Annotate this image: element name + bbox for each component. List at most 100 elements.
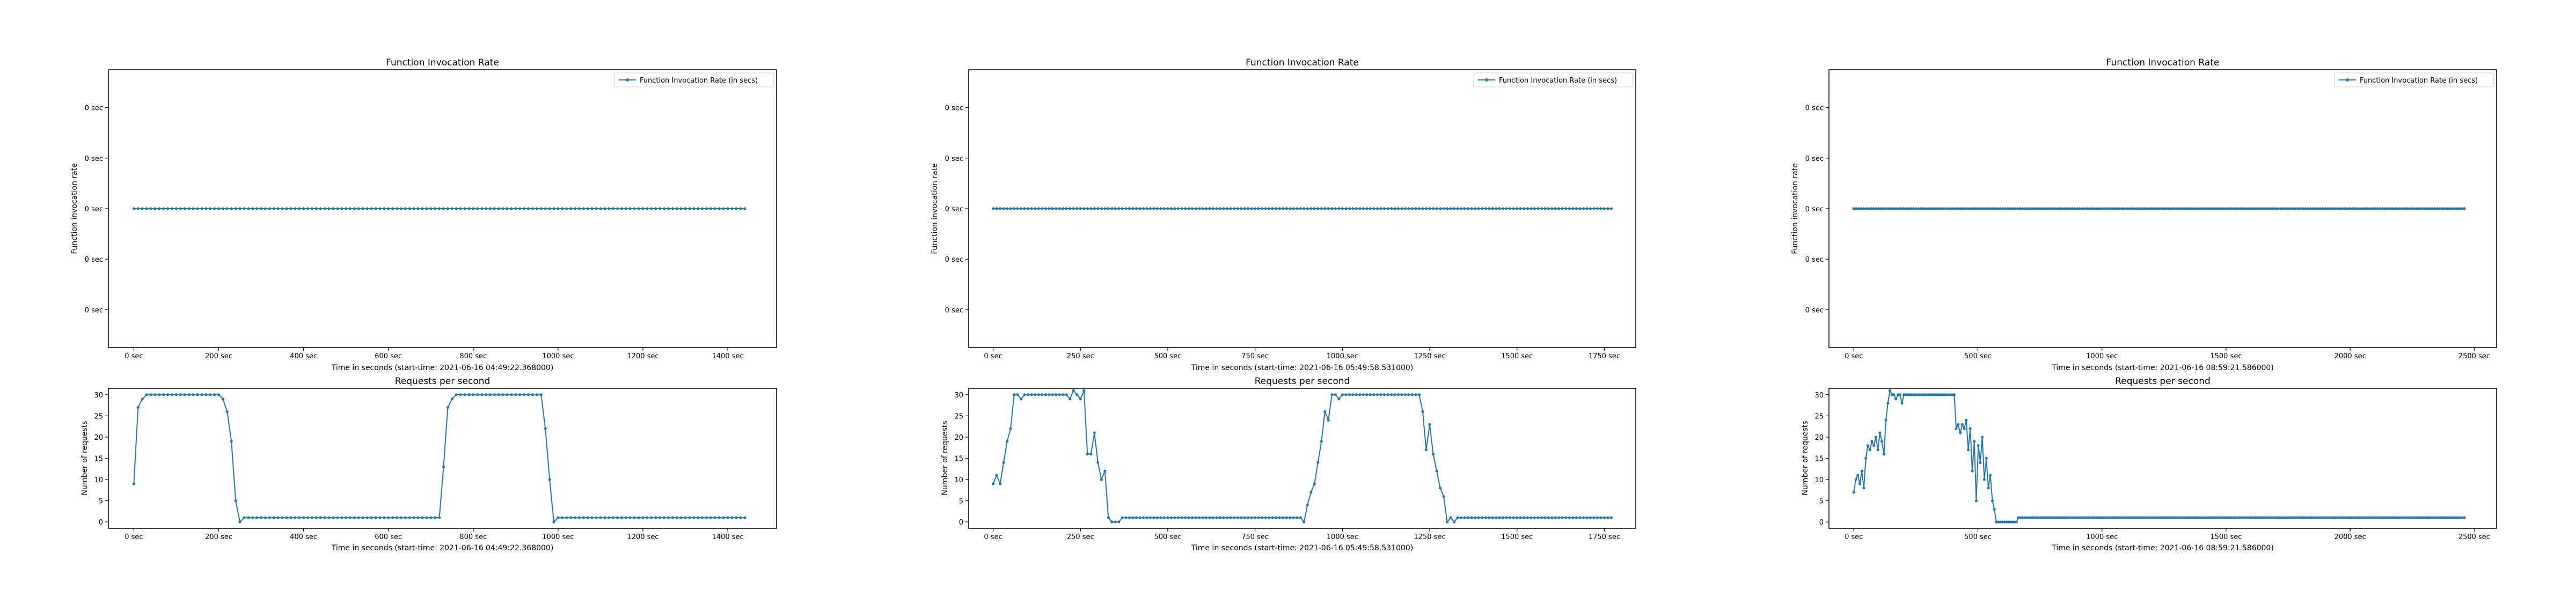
x-tick-label: 2500 sec [2458, 352, 2490, 360]
data-point [1966, 207, 1970, 210]
data-point [658, 516, 662, 519]
data-point [2182, 207, 2185, 210]
x-tick-label: 1400 sec [712, 352, 744, 360]
data-point [1877, 207, 1880, 210]
data-point [2033, 516, 2036, 519]
data-point [230, 207, 233, 210]
data-point [416, 516, 420, 519]
data-point [255, 516, 259, 519]
data-point [493, 207, 496, 210]
data-point [2413, 207, 2416, 210]
data-point [2431, 207, 2434, 210]
x-axis-label: Time in seconds (start-time: 2021-06-16 … [331, 364, 554, 372]
data-point [2414, 516, 2418, 519]
data-point [603, 207, 606, 210]
data-point [395, 207, 399, 210]
data-point [1389, 207, 1393, 210]
data-point [1944, 393, 1948, 396]
data-point [204, 207, 208, 210]
data-point [306, 516, 310, 519]
data-point [2098, 207, 2101, 210]
data-point [1894, 397, 1898, 401]
data-point [1187, 207, 1190, 210]
data-point [1512, 207, 1515, 210]
data-point [302, 207, 305, 210]
x-tick-label: 500 sec [1154, 533, 1182, 541]
data-point [2316, 516, 2319, 519]
data-point [2286, 516, 2289, 519]
data-point [992, 207, 995, 210]
data-point [684, 516, 687, 519]
data-point [1362, 393, 1365, 396]
data-point [1946, 393, 1950, 396]
data-point [2249, 207, 2252, 210]
data-point [1194, 516, 1197, 519]
data-point [2418, 207, 2421, 210]
data-point [1942, 207, 1945, 210]
data-point [1902, 207, 1905, 210]
data-point [1327, 418, 1330, 422]
data-point [1991, 207, 1994, 210]
data-point [1456, 207, 1459, 210]
data-point [357, 207, 361, 210]
x-axis-label: Time in seconds (start-time: 2021-06-16 … [2051, 544, 2274, 552]
data-point [1375, 207, 1379, 210]
data-point [577, 207, 581, 210]
data-point [1337, 207, 1341, 210]
x-tick-label: 1500 sec [2210, 533, 2242, 541]
data-point [1477, 207, 1480, 210]
data-point [472, 207, 475, 210]
data-point [1985, 456, 1988, 460]
data-point [2262, 207, 2265, 210]
data-point [2366, 516, 2369, 519]
legend-label: Function Invocation Rate (in secs) [2360, 77, 2478, 85]
data-point [213, 207, 216, 210]
data-point [739, 207, 742, 210]
data-point [2392, 516, 2396, 519]
data-point [421, 516, 424, 519]
data-point [1955, 427, 1958, 430]
data-point [1086, 453, 1089, 456]
data-point [493, 393, 496, 396]
data-point [2085, 516, 2088, 519]
data-point [2420, 207, 2424, 210]
data-point [1585, 207, 1589, 210]
x-tick-label: 800 sec [459, 352, 487, 360]
data-point [1543, 207, 1547, 210]
data-point [383, 516, 386, 519]
data-point [2461, 516, 2464, 519]
data-point [2391, 207, 2394, 210]
data-point [221, 397, 224, 401]
data-point [713, 207, 716, 210]
data-point [590, 516, 594, 519]
data-point [552, 520, 555, 523]
data-point [2049, 516, 2052, 519]
data-point [2268, 516, 2271, 519]
data-point [2190, 207, 2193, 210]
data-point [2458, 516, 2462, 519]
data-point [2182, 516, 2185, 519]
data-point [2125, 516, 2128, 519]
data-point [1176, 207, 1180, 210]
data-point [1979, 461, 1982, 464]
data-point [2276, 516, 2279, 519]
data-point [1358, 207, 1362, 210]
data-point [1264, 207, 1267, 210]
data-point [2204, 516, 2207, 519]
data-point [2423, 516, 2426, 519]
data-point [2252, 207, 2255, 210]
data-point [349, 516, 352, 519]
data-point [298, 516, 301, 519]
data-point [1264, 516, 1267, 519]
data-point [2419, 516, 2422, 519]
data-point [2264, 207, 2267, 210]
data-point [162, 393, 165, 396]
data-point [1898, 393, 1901, 396]
data-point [1299, 207, 1302, 210]
data-point [2202, 207, 2205, 210]
plot-area: 0 sec 250 sec 500 sec 750 sec 1000 sec 1250 s… [954, 389, 1620, 541]
data-point [2059, 516, 2062, 519]
data-point [743, 516, 747, 519]
data-point [1155, 516, 1159, 519]
data-point [136, 406, 140, 409]
